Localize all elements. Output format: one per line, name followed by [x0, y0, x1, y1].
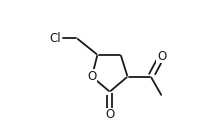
Text: O: O — [157, 50, 166, 63]
Text: O: O — [105, 108, 114, 121]
Text: Cl: Cl — [49, 32, 61, 45]
Text: O: O — [87, 70, 97, 83]
